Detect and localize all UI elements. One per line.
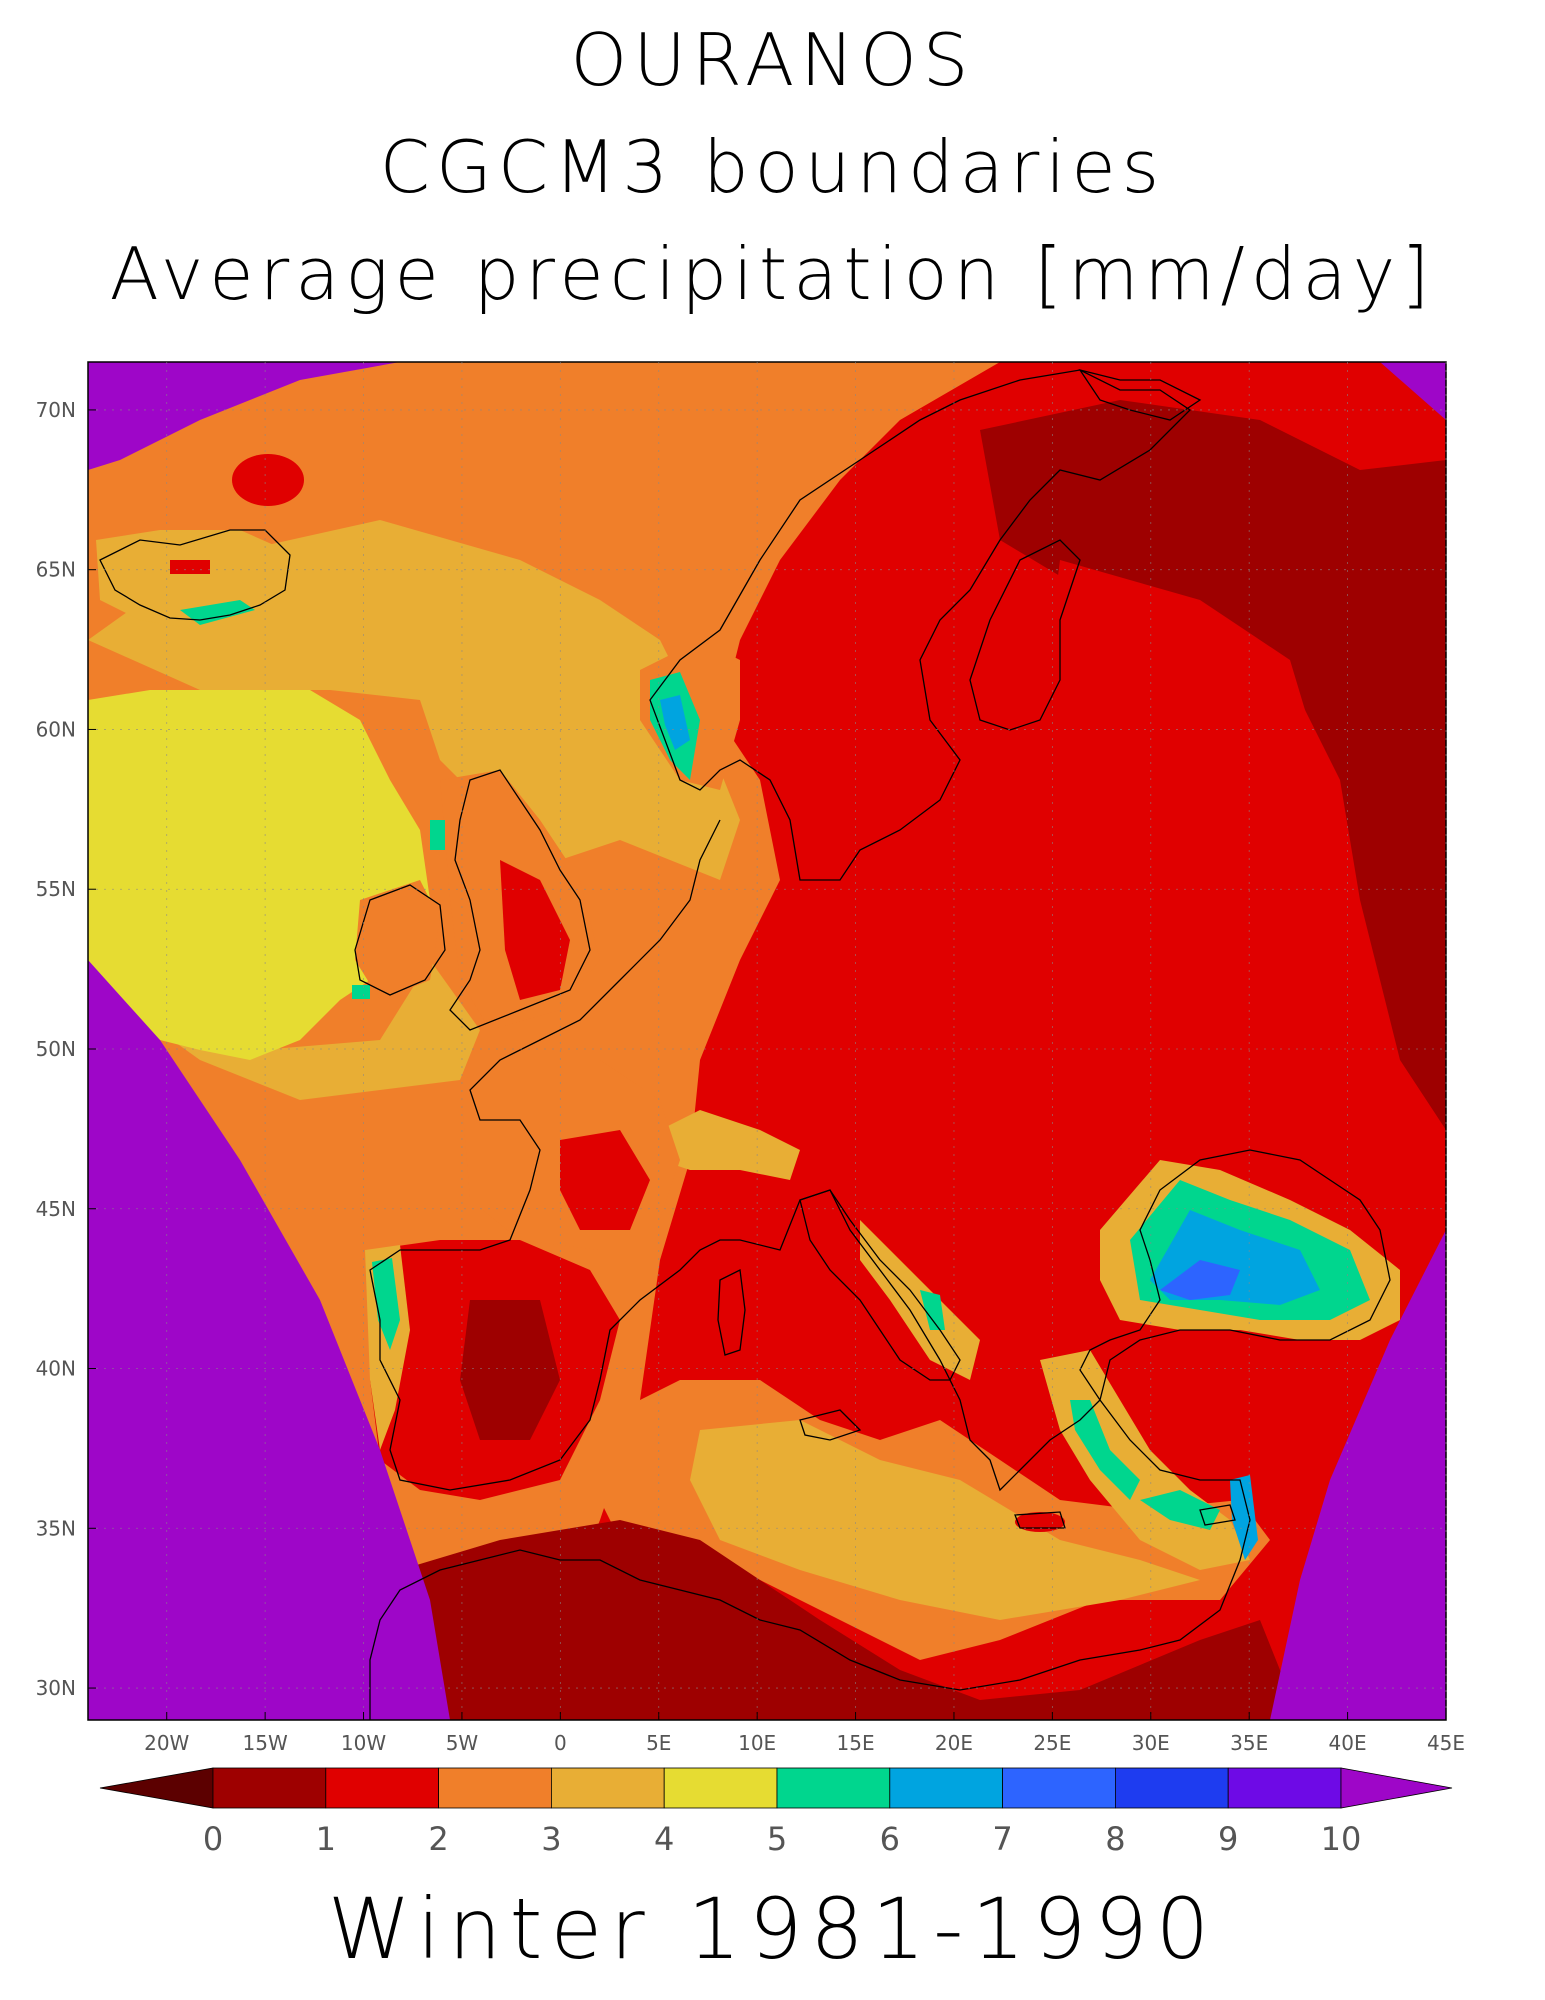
colorbar-swatch	[889, 1767, 1003, 1809]
field-levant-blue	[1230, 1475, 1258, 1560]
field-iceland-teal	[180, 600, 255, 625]
field-crete-red	[1015, 1512, 1065, 1532]
lon-tick-label: 10E	[738, 1731, 776, 1755]
field-iberia-teal	[372, 1258, 400, 1350]
colorbar-max-arrow	[1340, 1767, 1453, 1809]
lon-tick-labels: 20W 15W 10W 5W 0 5E 10E 15E 20E 25E 30E 35E 40E 45E	[144, 1712, 1465, 1755]
colorbar-label: 0	[203, 1820, 223, 1858]
lon-tick-label: 45E	[1427, 1731, 1465, 1755]
colorbar-label: 5	[767, 1820, 787, 1858]
field-sahara-darkred	[400, 1520, 1300, 1720]
field-blacksea-deepblue	[1160, 1260, 1240, 1300]
lon-tick-label: 30E	[1132, 1731, 1170, 1755]
lat-tick-label: 60N	[36, 717, 76, 741]
colorbar-label: 9	[1218, 1820, 1238, 1858]
lat-tick-label: 30N	[36, 1676, 76, 1700]
colorbar-label: 2	[428, 1820, 448, 1858]
field-patch-north	[232, 454, 304, 506]
lon-tick-label: 20E	[935, 1731, 973, 1755]
lon-tick-label: 40E	[1329, 1731, 1367, 1755]
lat-tick-label: 50N	[36, 1037, 76, 1061]
colorbar-min-arrow	[99, 1767, 214, 1809]
lon-tick-label: 5W	[446, 1731, 479, 1755]
coastline-cyprus	[1199, 1504, 1236, 1526]
colorbar-swatch	[551, 1767, 665, 1809]
lon-tick-label: 20W	[144, 1731, 189, 1755]
field-levant-teal	[1140, 1490, 1220, 1530]
colorbar-swatch	[212, 1767, 327, 1809]
outside-domain-nw	[88, 362, 400, 470]
field-iberia-darkred	[460, 1300, 560, 1440]
lon-tick-label: 15E	[837, 1731, 875, 1755]
colorbar-swatch	[325, 1767, 439, 1809]
coastline-ireland	[354, 884, 446, 996]
lon-tick-label: 35E	[1230, 1731, 1268, 1755]
field-alps-gold	[660, 1110, 800, 1180]
bottom-title: Winter 1981-1990	[327, 1880, 1218, 1978]
lat-tick-label: 45N	[36, 1197, 76, 1221]
field-scotland-teal	[430, 820, 445, 850]
lon-tick-label: 15W	[243, 1731, 288, 1755]
colorbar-swatch	[663, 1767, 778, 1809]
field-italy-red	[800, 1190, 960, 1420]
outside-domain	[88, 362, 1446, 1720]
field-atlantic-yellow	[88, 690, 430, 1060]
colorbar-swatch	[1227, 1767, 1342, 1809]
colorbar-label: 8	[1105, 1820, 1125, 1858]
lat-tick-label: 65N	[36, 558, 76, 582]
coastline-sardinia	[717, 1269, 746, 1356]
lat-tick-labels: 30N 35N 40N 45N 50N 55N 60N 65N 70N	[36, 398, 96, 1700]
lon-tick-label: 10W	[341, 1731, 386, 1755]
map-frame	[87, 361, 1447, 1721]
title-line-2: CGCM3 boundaries	[379, 125, 1166, 209]
field-france-red	[560, 1130, 650, 1230]
coastlines	[99, 368, 1391, 1720]
lat-tick-label: 35N	[36, 1516, 76, 1540]
coastline-scandinavia	[649, 369, 1192, 881]
lon-tick-label: 5E	[646, 1731, 671, 1755]
colorbar-label: 7	[992, 1820, 1012, 1858]
field-northeast-red-inner	[1040, 560, 1340, 1000]
field-bay-biscay-gold	[88, 960, 480, 1100]
outside-domain-ne	[1380, 362, 1446, 420]
lat-tick-label: 40N	[36, 1357, 76, 1381]
coastline-britain	[449, 769, 591, 1031]
colorbar-swatch	[438, 1767, 552, 1809]
colorbar-label: 6	[880, 1820, 900, 1858]
field-ireland-orange	[355, 880, 440, 1000]
colorbar: 0 1 2 3 4 5 6 7 8 9 10	[99, 1767, 1453, 1858]
colorbar-label: 1	[316, 1820, 336, 1858]
field-balkan-teal	[920, 1290, 945, 1330]
colorbar-label: 3	[541, 1820, 561, 1858]
colorbar-label: 10	[1321, 1820, 1362, 1858]
lon-tick-label: 0	[554, 1731, 567, 1755]
lon-tick-label: 25E	[1033, 1731, 1071, 1755]
title-line-3: Average precipitation [mm/day]	[109, 232, 1436, 316]
lat-tick-label: 55N	[36, 877, 76, 901]
coastline-iceland	[99, 529, 291, 621]
colorbar-swatch	[776, 1767, 891, 1809]
coastline-italy	[799, 1189, 961, 1381]
coastline-finland	[969, 539, 1081, 731]
colorbar-label: 4	[654, 1820, 674, 1858]
outside-domain-e	[1270, 1230, 1446, 1720]
coastline-sicily	[799, 1409, 862, 1441]
field-med-gold	[690, 1420, 1200, 1620]
outside-domain-w	[88, 960, 450, 1720]
field-ireland-teal	[352, 985, 370, 999]
field-britain-red	[500, 860, 570, 1000]
title-line-1: OURANOS	[570, 18, 975, 102]
colorbar-swatch	[1002, 1767, 1116, 1809]
field-aegean-teal	[1070, 1400, 1140, 1500]
lat-tick-label: 70N	[36, 398, 76, 422]
colorbar-swatch	[1115, 1767, 1229, 1809]
field-iceland-red	[170, 560, 210, 574]
field-norway-blue	[660, 695, 690, 750]
coastline-europe-west	[369, 819, 1391, 1720]
field-adriatic-gold	[860, 1220, 980, 1380]
